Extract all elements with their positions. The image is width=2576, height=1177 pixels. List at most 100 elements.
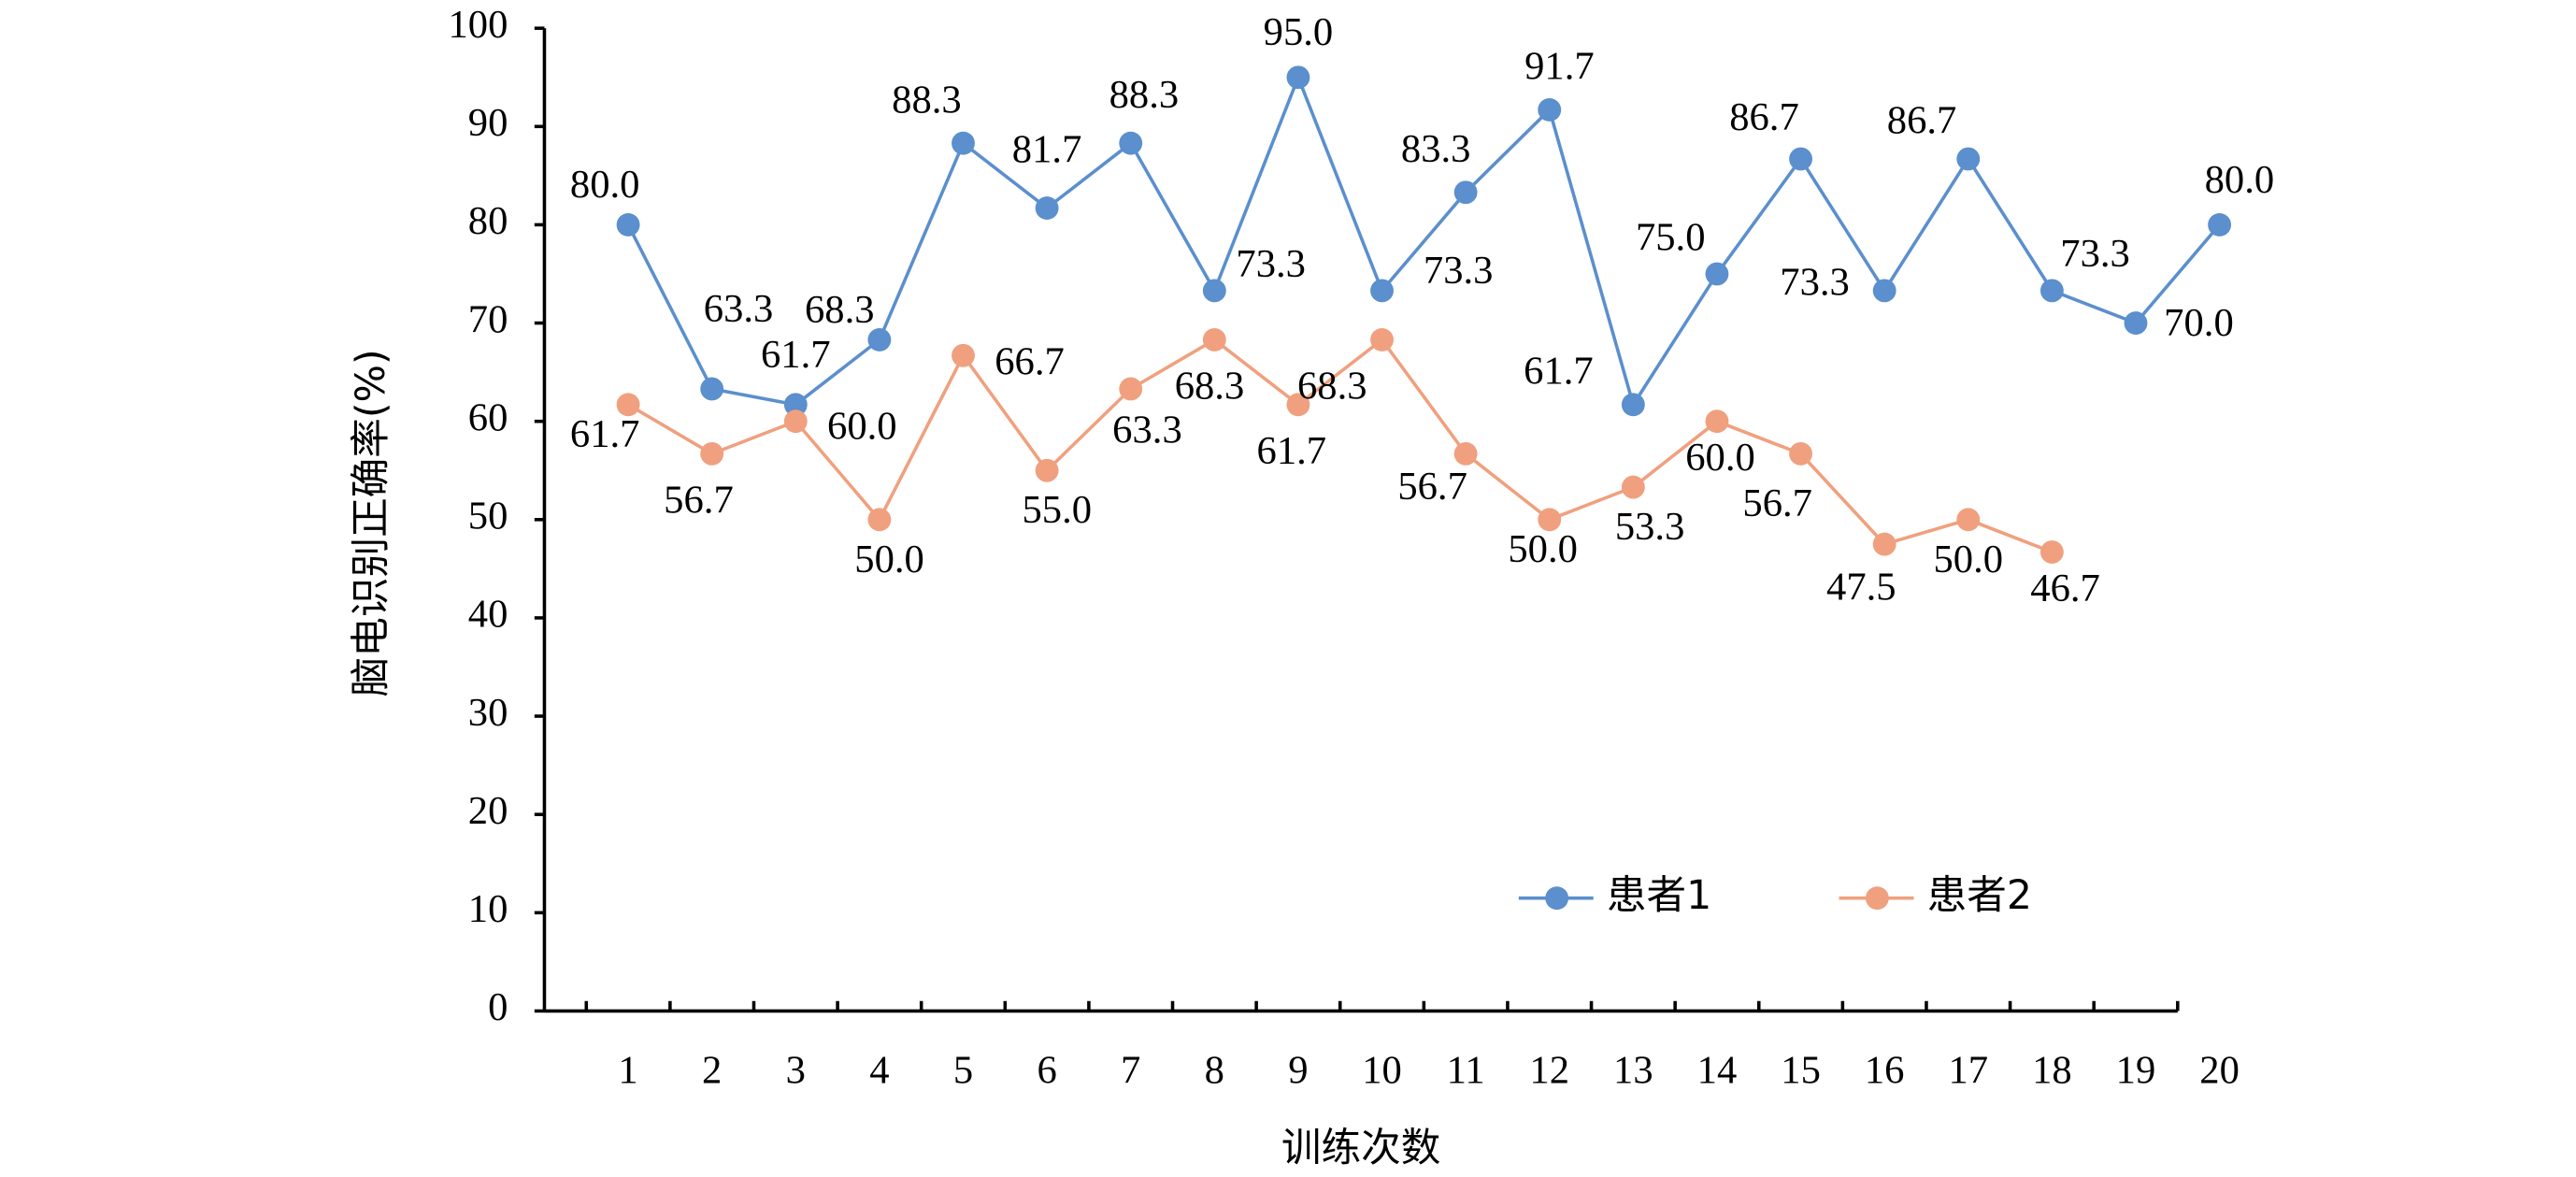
data-label: 50.0 bbox=[1933, 538, 2003, 581]
y-tick-label: 10 bbox=[468, 887, 508, 931]
data-point bbox=[952, 131, 975, 155]
data-point bbox=[2039, 540, 2064, 564]
series-line bbox=[627, 337, 2054, 554]
data-point bbox=[1705, 409, 1729, 434]
data-point bbox=[1119, 377, 1143, 401]
data-label: 47.5 bbox=[1826, 566, 1896, 610]
data-point bbox=[1370, 327, 1394, 352]
data-label: 81.7 bbox=[1012, 128, 1082, 172]
data-label: 61.7 bbox=[761, 333, 831, 377]
x-tick-label: 10 bbox=[1362, 1049, 1402, 1093]
x-tick-label: 9 bbox=[1288, 1049, 1308, 1093]
data-label: 68.3 bbox=[805, 288, 875, 332]
data-label: 95.0 bbox=[1264, 10, 1334, 54]
data-point bbox=[700, 377, 724, 401]
data-point bbox=[1370, 279, 1394, 303]
x-tick-label: 3 bbox=[786, 1049, 806, 1093]
x-tick-label: 5 bbox=[953, 1049, 973, 1093]
y-tick-label: 30 bbox=[468, 691, 508, 735]
data-point bbox=[1789, 147, 1812, 171]
data-label: 80.0 bbox=[570, 163, 640, 207]
data-label: 73.3 bbox=[2060, 232, 2130, 276]
x-tick-label: 6 bbox=[1037, 1049, 1056, 1093]
x-tick-label: 8 bbox=[1205, 1049, 1224, 1093]
data-point bbox=[2124, 311, 2148, 335]
data-point bbox=[867, 327, 892, 352]
data-label: 88.3 bbox=[1109, 73, 1180, 117]
y-tick-label: 50 bbox=[468, 495, 508, 538]
data-point bbox=[1035, 196, 1059, 220]
x-tick-label: 13 bbox=[1613, 1049, 1653, 1093]
data-point bbox=[1789, 441, 1812, 466]
data-label: 63.3 bbox=[704, 287, 774, 331]
data-point bbox=[867, 508, 892, 532]
data-label: 61.7 bbox=[1257, 429, 1327, 473]
data-point bbox=[2039, 279, 2064, 303]
data-label: 56.7 bbox=[1397, 465, 1467, 509]
x-tick-label: 12 bbox=[1529, 1049, 1569, 1093]
data-point bbox=[1538, 508, 1562, 532]
y-tick-label: 80 bbox=[468, 199, 508, 243]
data-point bbox=[1872, 279, 1896, 303]
data-point bbox=[1956, 147, 1981, 171]
x-tick-label: 11 bbox=[1447, 1049, 1485, 1093]
y-tick-label: 0 bbox=[488, 985, 508, 1029]
x-tick-label: 20 bbox=[2199, 1049, 2240, 1093]
data-label: 86.7 bbox=[1729, 95, 1799, 139]
data-point bbox=[1286, 393, 1310, 417]
data-label: 61.7 bbox=[570, 412, 640, 456]
data-label: 50.0 bbox=[1508, 527, 1578, 571]
legend-label: 患者2 bbox=[1927, 872, 2032, 919]
data-label: 68.3 bbox=[1297, 364, 1367, 408]
data-label: 56.7 bbox=[664, 478, 734, 522]
data-label: 50.0 bbox=[854, 538, 924, 581]
y-tick-label: 40 bbox=[468, 593, 508, 637]
x-tick-label: 7 bbox=[1121, 1049, 1140, 1093]
x-tick-label: 4 bbox=[869, 1049, 889, 1093]
data-label: 53.3 bbox=[1615, 505, 1685, 549]
data-point bbox=[1538, 98, 1562, 122]
data-point bbox=[1872, 532, 1896, 556]
x-tick-label: 2 bbox=[702, 1049, 722, 1093]
data-label: 91.7 bbox=[1524, 45, 1595, 89]
x-tick-label: 16 bbox=[1865, 1049, 1905, 1093]
data-point bbox=[2208, 213, 2232, 237]
y-tick-label: 90 bbox=[468, 101, 508, 145]
data-point bbox=[1621, 475, 1645, 499]
x-axis-title: 训练次数 bbox=[1281, 1125, 1440, 1171]
data-point bbox=[700, 441, 724, 466]
data-point bbox=[1453, 180, 1478, 205]
data-point bbox=[1286, 65, 1310, 90]
data-label: 46.7 bbox=[2030, 567, 2100, 610]
x-tick-label: 14 bbox=[1697, 1049, 1738, 1093]
y-tick-label: 100 bbox=[448, 3, 508, 47]
data-label: 68.3 bbox=[1175, 364, 1245, 408]
data-label: 66.7 bbox=[995, 340, 1065, 384]
data-label: 88.3 bbox=[892, 78, 962, 122]
data-label: 75.0 bbox=[1636, 215, 1706, 259]
data-label: 73.3 bbox=[1780, 260, 1850, 304]
data-point bbox=[616, 393, 640, 417]
x-tick-label: 1 bbox=[618, 1049, 637, 1093]
data-label: 63.3 bbox=[1112, 409, 1182, 452]
data-label: 86.7 bbox=[1887, 98, 1957, 142]
data-label: 56.7 bbox=[1742, 481, 1812, 525]
data-point bbox=[1956, 508, 1981, 532]
data-point bbox=[1621, 393, 1645, 417]
data-point bbox=[952, 343, 975, 367]
data-label: 70.0 bbox=[2164, 301, 2234, 345]
legend-marker bbox=[1545, 886, 1569, 911]
x-tick-label: 15 bbox=[1781, 1049, 1821, 1093]
y-tick-label: 20 bbox=[468, 789, 508, 833]
data-label: 83.3 bbox=[1401, 127, 1471, 171]
data-point bbox=[1202, 327, 1226, 352]
data-label: 73.3 bbox=[1236, 242, 1306, 286]
data-point bbox=[1035, 458, 1059, 482]
data-point bbox=[1202, 279, 1226, 303]
data-point bbox=[616, 213, 640, 237]
data-label: 80.0 bbox=[2205, 158, 2275, 202]
data-point bbox=[783, 409, 808, 434]
legend-marker bbox=[1865, 886, 1889, 911]
data-label: 60.0 bbox=[1685, 436, 1755, 480]
